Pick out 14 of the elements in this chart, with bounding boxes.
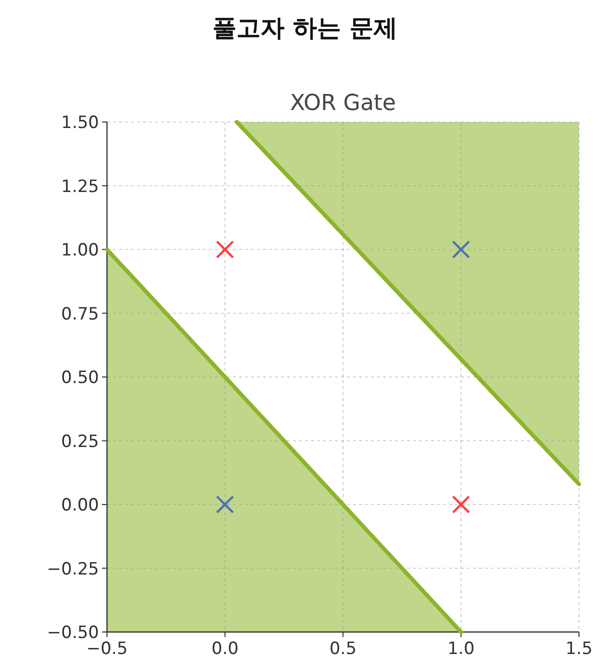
x-tick-label: 0.0 [211, 639, 239, 659]
y-tick-label: 0.25 [61, 432, 99, 452]
x-tick-label: 0.5 [329, 639, 357, 659]
x-tick-label: 1.0 [447, 639, 475, 659]
y-tick-label: 1.25 [61, 176, 99, 197]
y-tick-label: 0.75 [61, 304, 99, 324]
y-tick-label: 1.00 [61, 240, 99, 260]
y-tick-label: 1.50 [61, 113, 99, 133]
chart-title: 풀고자 하는 문제 [212, 14, 398, 42]
x-tick-label: 1.5 [565, 639, 593, 659]
y-tick-label: 0.50 [61, 368, 99, 388]
chart-subtitle: XOR Gate [290, 91, 396, 116]
y-tick-label: 0.00 [61, 496, 99, 516]
y-tick-label: −0.25 [46, 559, 99, 580]
